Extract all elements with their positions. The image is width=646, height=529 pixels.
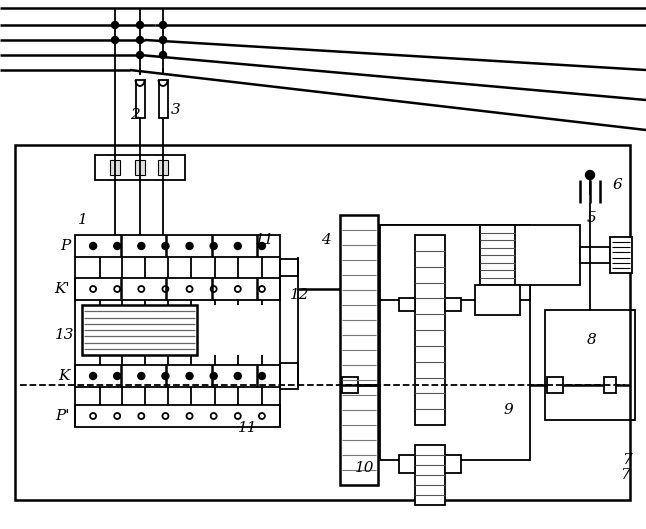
Circle shape — [258, 242, 266, 250]
Text: 11: 11 — [255, 233, 275, 247]
Text: 3: 3 — [171, 103, 181, 117]
Bar — [15, 145, 630, 500]
Circle shape — [258, 372, 266, 379]
Bar — [380, 225, 530, 300]
Circle shape — [136, 22, 143, 29]
Bar — [136, 80, 145, 118]
Circle shape — [210, 372, 217, 379]
Bar — [75, 235, 280, 257]
Text: 12: 12 — [290, 288, 309, 302]
Circle shape — [160, 22, 167, 29]
Bar — [75, 278, 280, 300]
Bar — [480, 225, 580, 285]
Circle shape — [136, 37, 143, 43]
Circle shape — [138, 372, 145, 379]
Circle shape — [136, 51, 143, 59]
Text: 9: 9 — [503, 403, 513, 417]
Text: 7: 7 — [622, 453, 632, 467]
Bar — [545, 310, 635, 420]
Bar — [95, 155, 185, 180]
Circle shape — [90, 242, 97, 250]
Text: 4: 4 — [321, 233, 331, 247]
Bar — [158, 160, 168, 175]
Bar — [580, 247, 610, 263]
Bar — [135, 160, 145, 175]
Circle shape — [585, 170, 594, 179]
Bar — [547, 377, 563, 393]
Circle shape — [160, 51, 167, 59]
Circle shape — [186, 372, 193, 379]
Text: P': P' — [56, 409, 70, 423]
Circle shape — [186, 242, 193, 250]
Circle shape — [138, 242, 145, 250]
Text: 8: 8 — [587, 333, 597, 347]
Bar — [340, 215, 378, 485]
Circle shape — [210, 242, 217, 250]
Circle shape — [234, 242, 242, 250]
Circle shape — [162, 242, 169, 250]
Text: 5: 5 — [587, 211, 597, 225]
Text: 1: 1 — [78, 213, 88, 227]
Bar — [75, 365, 280, 387]
Bar — [280, 363, 298, 389]
Text: K': K' — [54, 282, 70, 296]
Text: P: P — [59, 239, 70, 253]
Circle shape — [234, 372, 242, 379]
Circle shape — [114, 242, 121, 250]
Circle shape — [112, 22, 118, 29]
Circle shape — [162, 372, 169, 379]
Bar — [604, 377, 616, 393]
Bar — [610, 237, 632, 273]
Bar — [475, 285, 520, 315]
Bar — [399, 455, 415, 473]
Bar — [380, 225, 530, 460]
Circle shape — [160, 37, 167, 43]
Bar — [399, 298, 415, 311]
Bar — [415, 445, 445, 505]
Bar — [342, 377, 358, 393]
Bar — [82, 305, 197, 355]
Text: K: K — [59, 369, 70, 383]
Bar — [445, 455, 461, 473]
Text: 7: 7 — [620, 468, 630, 482]
Bar — [75, 405, 280, 427]
Bar — [415, 235, 445, 425]
Text: 2: 2 — [130, 108, 140, 122]
Text: 6: 6 — [612, 178, 622, 192]
Bar — [110, 160, 120, 175]
Circle shape — [90, 372, 97, 379]
Text: 13: 13 — [56, 328, 75, 342]
Bar — [280, 259, 298, 276]
Text: 11: 11 — [238, 421, 258, 435]
Circle shape — [112, 37, 118, 43]
Circle shape — [114, 372, 121, 379]
Bar — [159, 80, 168, 118]
Bar — [480, 225, 515, 285]
Bar — [445, 298, 461, 311]
Text: 10: 10 — [355, 461, 375, 475]
